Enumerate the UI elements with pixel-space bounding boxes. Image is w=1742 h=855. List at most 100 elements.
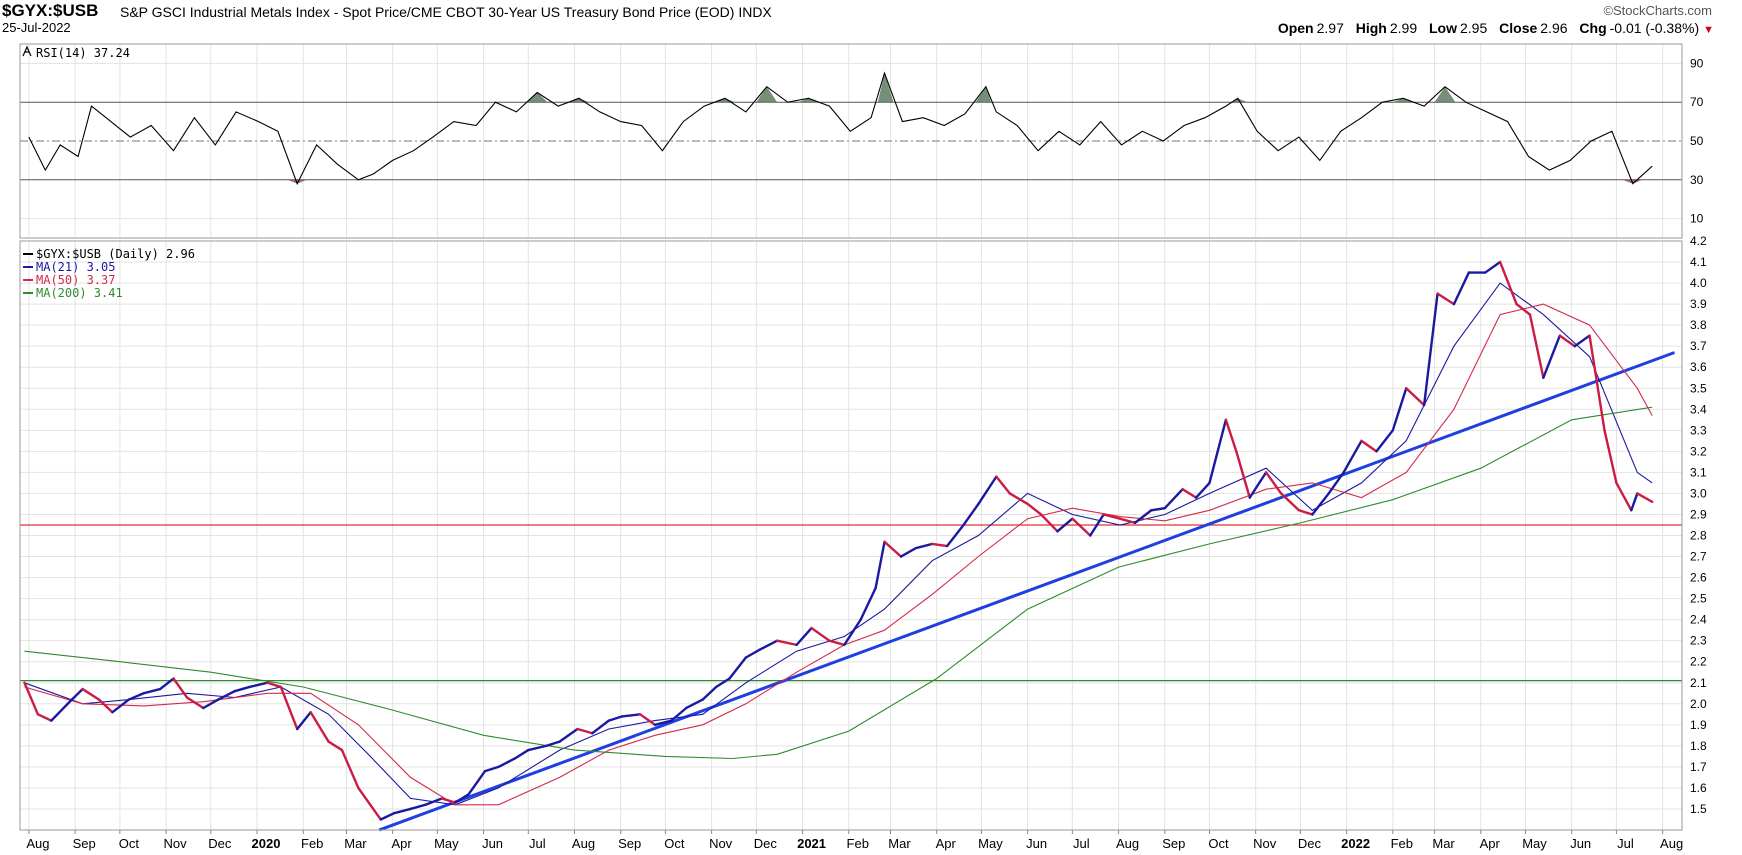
price-line-segment	[296, 711, 312, 731]
x-tick-label: Jun	[482, 836, 503, 851]
chg-value: -0.01 (-0.38%)	[1609, 20, 1700, 36]
chart-header: $GYX:$USB S&P GSCI Industrial Metals Ind…	[0, 0, 1742, 36]
price-line-segment	[185, 696, 205, 710]
price-line-segment	[1089, 513, 1105, 537]
rsi-overbought-area	[1231, 98, 1248, 103]
trend-line	[378, 351, 1676, 832]
ohlc-readout: Open 2.97 High 2.99 Low 2.95 Close 2.96 Chg -…	[1270, 20, 1714, 36]
price-line-segment	[66, 687, 84, 705]
price-line-segment	[874, 540, 886, 590]
price-line-segment	[1039, 513, 1059, 533]
price-line-segment	[1558, 334, 1576, 348]
price-line-segment	[1150, 506, 1166, 512]
price-line-segment	[977, 475, 998, 506]
price-line-segment	[1405, 387, 1426, 407]
rsi-y-tick-label: 70	[1690, 95, 1704, 109]
x-tick-label: Sep	[1162, 836, 1185, 851]
price-y-tick-label: 3.2	[1690, 444, 1707, 458]
price-line-segment	[899, 546, 918, 558]
price-line-segment	[1636, 492, 1654, 504]
x-tick-label: Aug	[26, 836, 49, 851]
x-tick-label: Aug	[572, 836, 595, 851]
x-tick-label: Nov	[1253, 836, 1277, 851]
price-y-tick-label: 2.3	[1690, 634, 1707, 648]
open-label: Open	[1277, 20, 1314, 36]
price-line-segment	[1436, 292, 1456, 306]
price-line-segment	[607, 715, 624, 722]
price-line-segment	[670, 706, 688, 722]
legend-entry: MA(50) 3.37	[36, 273, 115, 287]
price-line-segment	[1224, 418, 1238, 453]
price-line-segment	[340, 748, 360, 790]
price-line-segment	[1542, 334, 1561, 379]
x-tick-label: 2021	[797, 836, 826, 851]
x-tick-label: May	[978, 836, 1003, 851]
price-line-segment	[279, 685, 299, 731]
price-line-segment	[327, 740, 344, 752]
price-y-tick-label: 3.7	[1690, 339, 1707, 353]
rsi-overbought-area	[798, 98, 819, 103]
x-tick-label: Jul	[1073, 836, 1090, 851]
exchange-label: INDX	[738, 4, 772, 20]
price-line-segment	[914, 542, 934, 550]
price-line-segment	[36, 713, 53, 722]
price-line-segment	[883, 540, 903, 558]
rsi-y-tick-label: 10	[1690, 212, 1704, 226]
price-y-tick-label: 3.0	[1690, 486, 1707, 500]
rsi-panel-frame	[19, 43, 1683, 239]
price-line-segment	[1603, 429, 1618, 485]
price-annotations	[20, 351, 1682, 832]
price-y-tick-label: 3.1	[1690, 465, 1707, 479]
rsi-y-tick-label: 50	[1690, 134, 1704, 148]
price-line-segment	[497, 757, 517, 769]
price-line-segment	[1484, 260, 1502, 274]
price-y-tick-label: 2.4	[1690, 613, 1707, 627]
rsi-overbought-area	[756, 86, 778, 103]
price-line-segment	[1311, 492, 1330, 516]
price-y-tick-label: 2.0	[1690, 697, 1707, 711]
price-y-tick-label: 4.0	[1690, 276, 1707, 290]
price-line-segment	[111, 698, 131, 714]
chg-label: Chg	[1579, 20, 1607, 36]
low-value: 2.95	[1460, 20, 1488, 36]
rsi-legend: RSI(14) 37.24	[36, 46, 130, 60]
price-line-segment	[217, 689, 236, 701]
x-tick-label: Oct	[1208, 836, 1229, 851]
price-line-segment	[1194, 481, 1211, 499]
price-line-segment	[744, 647, 763, 659]
x-tick-label: Jul	[1617, 836, 1634, 851]
price-line-segment	[1573, 334, 1591, 348]
price-grid	[20, 240, 1682, 830]
price-line-segment	[1391, 387, 1408, 432]
price-line-segment	[1056, 517, 1074, 533]
price-line-segment	[1498, 260, 1518, 306]
price-line-segment	[440, 797, 457, 804]
price-line-segment	[1297, 509, 1314, 516]
x-tick-label: Feb	[301, 836, 323, 851]
x-tick-label: Nov	[709, 836, 733, 851]
close-label: Close	[1499, 20, 1538, 36]
x-tick-label: Nov	[164, 836, 188, 851]
high-label: High	[1355, 20, 1387, 36]
price-line-segment	[309, 711, 330, 743]
rsi-overbought-area	[975, 86, 992, 103]
price-line-segment	[1630, 492, 1639, 512]
x-tick-label: Jun	[1026, 836, 1047, 851]
price-line-segment	[467, 769, 487, 796]
price-line-segment	[544, 740, 561, 748]
price-line-segment	[759, 639, 779, 651]
price-line-segment	[843, 618, 862, 647]
price-line-segment	[172, 677, 189, 699]
price-line-segment	[576, 727, 594, 735]
price-line-segment	[701, 685, 718, 701]
price-y-tick-label: 4.1	[1690, 255, 1707, 269]
rsi-lines	[28, 71, 1653, 186]
rsi-grid	[20, 44, 1682, 238]
price-y-tick-label: 3.6	[1690, 360, 1707, 374]
price-line-segment	[1008, 492, 1029, 506]
price-line-segment	[50, 702, 69, 722]
rsi-overbought-area	[1392, 98, 1414, 103]
price-line-segment	[945, 523, 965, 548]
price-line-segment	[795, 626, 813, 647]
x-tick-label: Oct	[119, 836, 140, 851]
